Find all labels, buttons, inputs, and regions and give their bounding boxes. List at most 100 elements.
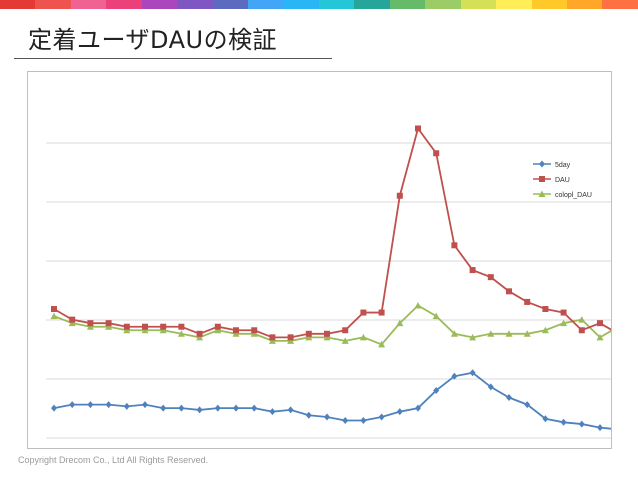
data-point-5day [196, 406, 203, 414]
rainbow-segment [248, 0, 284, 9]
data-point-DAU [87, 320, 94, 327]
data-point-colopl_DAU [359, 333, 367, 341]
data-point-colopl_DAU [396, 319, 404, 327]
data-point-colopl_DAU [196, 333, 204, 341]
data-point-DAU [251, 327, 258, 334]
rainbow-segment [354, 0, 390, 9]
data-point-colopl_DAU [250, 330, 258, 337]
rainbow-segment [602, 0, 638, 9]
data-point-DAU [233, 327, 239, 334]
data-point-5day [342, 417, 349, 425]
data-point-5day [597, 424, 603, 432]
data-point-DAU [324, 330, 330, 337]
data-point-5day [560, 418, 567, 426]
rainbow-segment [460, 0, 497, 9]
data-point-colopl_DAU [450, 330, 458, 337]
data-point-DAU [123, 323, 130, 330]
data-point-DAU [506, 288, 512, 295]
data-point-5day [87, 401, 94, 409]
series-line-5day [53, 371, 611, 430]
rainbow-segment [35, 0, 71, 9]
data-point-5day [142, 401, 148, 409]
data-point-DAU [542, 306, 549, 313]
data-point-5day [233, 404, 239, 412]
data-point-DAU [51, 306, 57, 313]
data-point-colopl_DAU [287, 337, 295, 344]
data-point-colopl_DAU [596, 333, 604, 341]
data-point-colopl_DAU [68, 319, 76, 327]
data-point-DAU [560, 309, 567, 316]
data-point-colopl_DAU [159, 326, 167, 334]
series-line-DAU [53, 126, 611, 339]
rainbow-segment [106, 0, 142, 9]
data-point-5day [524, 401, 531, 409]
rainbow-segment [389, 0, 426, 9]
data-point-DAU [105, 320, 112, 327]
rainbow-segment [0, 0, 36, 9]
rainbow-segment [567, 0, 603, 9]
data-point-DAU [396, 192, 403, 199]
data-point-DAU [433, 150, 440, 157]
data-point-DAU [196, 330, 203, 337]
legend-label-colopl_DAU: colopl_DAU [555, 192, 592, 199]
data-point-colopl_DAU [323, 333, 331, 341]
data-point-5day [378, 413, 385, 421]
data-point-DAU [487, 274, 494, 281]
slide-title: 定着ユーザDAUの検証 [28, 26, 278, 54]
data-point-5day [451, 372, 458, 380]
data-point-colopl_DAU [469, 333, 477, 341]
data-point-5day [105, 401, 112, 409]
data-point-DAU [524, 298, 531, 305]
rainbow-segment [177, 0, 213, 9]
line-chart: 5day DAU colopl_DAU [46, 125, 611, 439]
rainbow-segment [141, 0, 178, 9]
rainbow-segment [70, 0, 107, 9]
chart-frame: 5day DAU colopl_DAU [27, 71, 612, 449]
copyright-footer: Copyright Drecom Co., Ltd All Rights Res… [18, 455, 209, 465]
data-point-colopl_DAU [541, 326, 549, 334]
legend-marker-DAU [539, 176, 545, 182]
data-point-colopl_DAU [268, 337, 276, 344]
data-point-5day [506, 394, 512, 402]
data-point-colopl_DAU [432, 312, 440, 320]
data-point-5day [160, 404, 167, 412]
data-point-colopl_DAU [305, 333, 313, 341]
data-point-5day [287, 406, 294, 414]
data-point-colopl_DAU [177, 330, 185, 337]
data-point-colopl_DAU [105, 323, 113, 330]
data-point-5day [51, 404, 57, 412]
data-point-DAU [451, 242, 458, 249]
data-point-DAU [578, 327, 585, 334]
data-point-colopl_DAU [141, 326, 149, 334]
header-rainbow-bar [0, 0, 638, 9]
rainbow-segment [496, 0, 532, 9]
data-point-DAU [378, 309, 385, 316]
rainbow-segment [283, 0, 319, 9]
data-point-5day [578, 420, 585, 428]
data-point-colopl_DAU [378, 340, 386, 348]
data-point-5day [269, 408, 276, 416]
data-point-colopl_DAU [232, 330, 240, 337]
data-point-colopl_DAU [560, 319, 568, 327]
data-point-DAU [360, 309, 367, 316]
data-point-5day [433, 386, 440, 394]
rainbow-segment [425, 0, 461, 9]
data-point-5day [251, 404, 258, 412]
data-point-colopl_DAU [523, 330, 531, 337]
data-point-colopl_DAU [86, 323, 94, 330]
data-point-5day [69, 401, 76, 409]
rainbow-segment [212, 0, 249, 9]
data-point-colopl_DAU [505, 330, 513, 337]
data-point-5day [542, 415, 549, 423]
data-point-DAU [69, 316, 76, 323]
data-point-DAU [597, 320, 603, 327]
data-point-DAU [342, 327, 349, 334]
data-point-5day [360, 417, 367, 425]
legend-label-DAU: DAU [555, 177, 570, 184]
legend-marker-colopl_DAU [538, 190, 546, 197]
data-point-5day [469, 369, 476, 377]
title-underline [14, 58, 332, 59]
legend-marker-5day [539, 160, 545, 168]
data-point-DAU [142, 323, 148, 330]
data-point-5day [415, 404, 421, 412]
